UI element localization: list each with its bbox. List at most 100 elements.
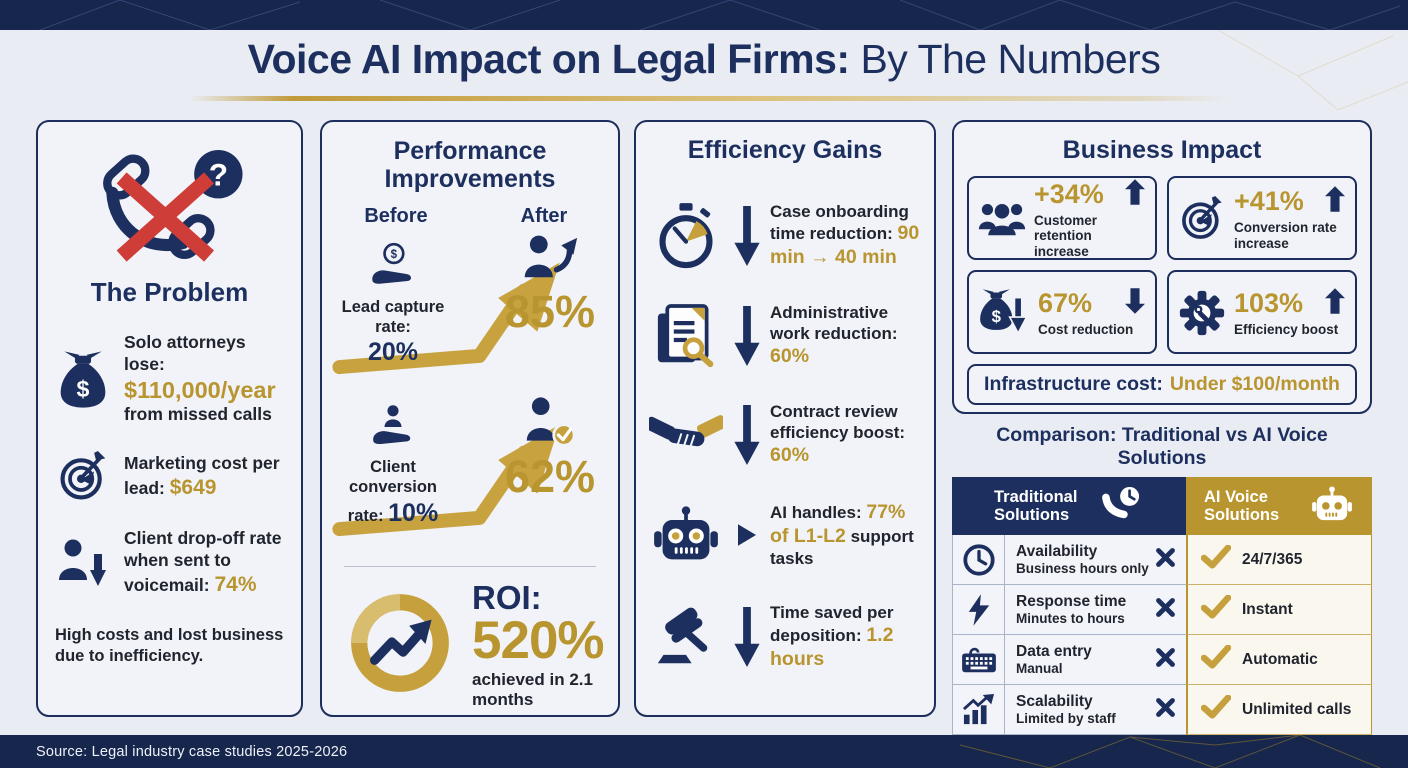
eff-value: 60%	[770, 443, 810, 466]
efficiency-row-admin: Administrative work reduction: 60%	[648, 303, 922, 368]
eff-value: 77% of L1-L2	[770, 501, 906, 547]
impact-label: Conversion rate increase	[1234, 220, 1337, 251]
page-title-light: By The Numbers	[849, 36, 1161, 82]
hand-person-icon	[368, 405, 418, 454]
x-mark-icon	[1155, 697, 1176, 723]
ai-cell-availability: 24/7/365	[1186, 535, 1372, 585]
page-title-strong: Voice AI Impact on Legal Firms:	[247, 36, 850, 82]
clock-icon	[952, 535, 1004, 585]
check-icon	[1200, 694, 1232, 724]
arrow-down-icon	[732, 205, 762, 266]
stat-pre: Client drop-off rate when sent to voicem…	[124, 527, 282, 595]
person-down-icon	[55, 538, 111, 588]
impact-label: Cost reduction	[1038, 322, 1134, 338]
ai-header-cell: AI Voice Solutions	[1186, 477, 1372, 535]
roi-block: ROI: 520% achieved in 2.1 months	[322, 567, 618, 710]
feature-name: Scalability	[1016, 692, 1093, 710]
arrow-down-icon	[732, 306, 762, 367]
gavel-icon	[648, 607, 724, 667]
svg-text:$: $	[391, 249, 398, 261]
eff-post: support tasks	[770, 526, 914, 568]
efficiency-card: Efficiency Gains Case onboarding time re…	[634, 120, 936, 717]
gear-wrench-icon	[1178, 290, 1226, 336]
efficiency-text: AI handles: 77% of L1-L2 support tasks	[770, 501, 922, 569]
efficiency-text: Case onboarding time reduction: 90 min →…	[770, 202, 922, 270]
problem-heading: The Problem	[90, 277, 249, 307]
growth-arrow-icon	[332, 262, 560, 375]
efficiency-row-ai-handles: AI handles: 77% of L1-L2 support tasks	[648, 501, 922, 569]
person-up-icon	[521, 235, 579, 287]
feature-traditional-value: Limited by staff	[1016, 710, 1116, 726]
check-icon	[1200, 644, 1232, 674]
impact-card-cost: $ 67% Cost reduction	[967, 270, 1157, 354]
page-title: Voice AI Impact on Legal Firms: By The N…	[0, 36, 1408, 83]
impact-card-conversion: +41% Conversion rate increase	[1167, 176, 1357, 260]
comparison-table: Traditional Solutions AI Voice Solutions	[952, 477, 1372, 735]
problem-footer-text: High costs and lost business due to inef…	[55, 625, 284, 666]
source-note: Source: Legal industry case studies 2025…	[36, 743, 348, 760]
traditional-header-cell: Traditional Solutions	[952, 477, 1186, 535]
infra-value: Under $100/month	[1169, 373, 1340, 395]
before-text: Lead capture rate:	[341, 298, 445, 336]
feature-cell-response-time: Response time Minutes to hours	[1004, 585, 1186, 635]
problem-stat-text: Solo attorneys lose: $110,000/year from mi…	[124, 332, 284, 426]
problem-stat-missed-calls: $ Solo attorneys lose: $110,000/year from …	[38, 332, 301, 426]
ai-value: 24/7/365	[1242, 550, 1303, 568]
x-mark-icon	[1155, 647, 1176, 673]
top-bar-mesh-pattern	[39, 0, 1401, 30]
infrastructure-cost-bar: Infrastructure cost: Under $100/month	[967, 364, 1357, 405]
impact-value: +41%	[1234, 186, 1304, 217]
after-block: 85%	[490, 234, 610, 335]
arrow-down-icon	[732, 404, 762, 465]
ai-cell-response-time: Instant	[1186, 585, 1372, 635]
roi-donut-icon	[344, 587, 456, 704]
feature-name: Data entry	[1016, 642, 1092, 660]
before-label: Before	[364, 205, 428, 227]
before-block: $ Lead capture rate: 20%	[332, 242, 454, 367]
impact-card-retention: +34% Customer retention increase	[967, 176, 1157, 260]
performance-row-conversion: Client conversion rate: 10% 62%	[322, 394, 618, 552]
problem-stat-text: Marketing cost per lead: $649	[124, 453, 284, 501]
svg-text:$: $	[992, 307, 1002, 326]
lightning-icon	[952, 585, 1004, 635]
arrow-up-icon	[1325, 186, 1345, 217]
performance-row-lead-capture: $ Lead capture rate: 20% 85%	[322, 232, 618, 390]
problem-stat-dropoff: Client drop-off rate when sent to voicem…	[38, 528, 301, 598]
after-value: 85%	[504, 286, 596, 337]
target-icon	[55, 450, 111, 503]
phone-missed-call-icon: ?	[38, 122, 301, 270]
stat-post: from missed calls	[124, 404, 272, 425]
top-bar	[0, 0, 1408, 30]
stat-value: $649	[169, 475, 217, 499]
performance-heading: Performance Improvements	[384, 137, 556, 193]
eff-value: 90 min → 40 min	[770, 222, 920, 269]
ai-cell-scalability: Unlimited calls	[1186, 685, 1372, 735]
feature-traditional-value: Manual	[1016, 660, 1063, 676]
bottom-bar: Source: Legal industry case studies 2025…	[0, 735, 1408, 768]
roi-subtext: achieved in 2.1 months	[472, 670, 593, 710]
document-search-icon	[648, 304, 724, 368]
feature-name: Availability	[1016, 542, 1098, 560]
eff-value: 60%	[770, 344, 810, 367]
bottom-bar-mesh-pattern	[959, 735, 1381, 768]
after-block: 62%	[490, 396, 610, 500]
stopwatch-icon	[648, 202, 724, 270]
efficiency-heading: Efficiency Gains	[687, 136, 883, 164]
before-value: 10%	[388, 498, 439, 527]
roi-label: ROI:	[472, 579, 542, 616]
stat-pre: Marketing cost per lead:	[124, 452, 280, 498]
eff-label: Case onboarding time reduction:	[770, 201, 909, 244]
ai-value: Unlimited calls	[1242, 700, 1352, 718]
infra-label: Infrastructure cost:	[984, 373, 1163, 395]
phone-call-icon	[1100, 486, 1144, 527]
robot-icon	[1310, 485, 1354, 527]
after-label: After	[520, 205, 568, 227]
people-group-icon	[978, 201, 1026, 237]
stat-pre: Solo attorneys lose:	[124, 332, 246, 374]
eff-label: AI handles:	[770, 503, 867, 523]
impact-value: +34%	[1034, 178, 1104, 209]
ai-cell-data-entry: Automatic	[1186, 635, 1372, 685]
impact-value: 67%	[1038, 288, 1093, 319]
title-underline	[190, 96, 1225, 101]
traditional-header-label: Traditional Solutions	[994, 487, 1078, 524]
